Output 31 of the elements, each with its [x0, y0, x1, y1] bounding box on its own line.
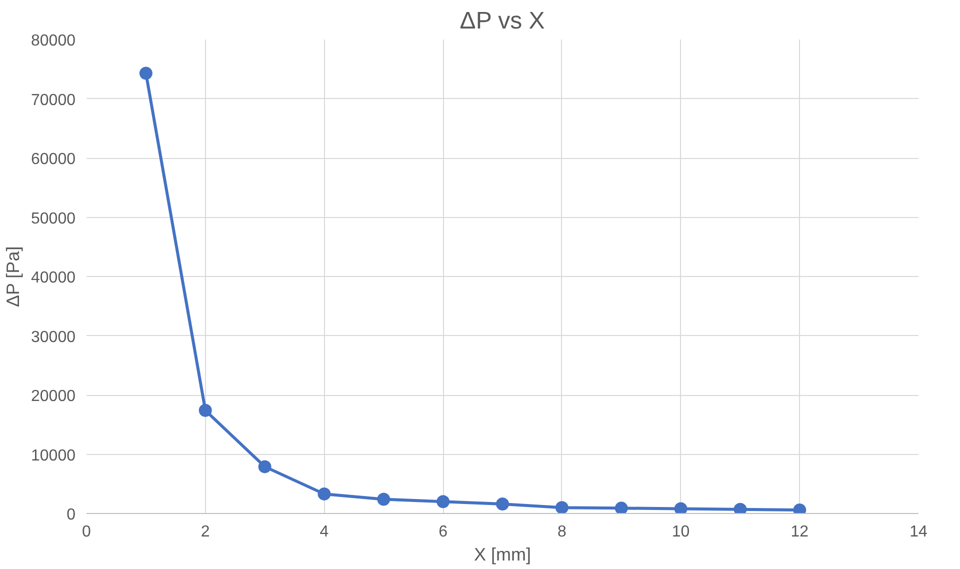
y-tick-label: 40000: [31, 270, 76, 286]
point: [139, 66, 152, 80]
point: [734, 502, 747, 514]
point: [258, 460, 272, 474]
point: [436, 495, 450, 508]
x-tick-label: 10: [672, 524, 690, 540]
x-tick-label: 6: [438, 524, 448, 540]
y-tick-label: 20000: [31, 388, 76, 405]
y-tick-label: 30000: [31, 328, 76, 346]
x-axis-title: X [mm]: [474, 544, 531, 564]
point: [674, 502, 688, 514]
point: [614, 502, 628, 514]
x-tick-label: 2: [200, 524, 210, 540]
y-tick-label: 80000: [31, 32, 76, 50]
point: [198, 404, 212, 417]
x-tick-label: 4: [320, 524, 329, 540]
y-tick-label: 50000: [31, 210, 76, 228]
point: [496, 498, 509, 511]
y-tick-label: 0: [66, 506, 76, 524]
x-tick-label: 12: [790, 524, 809, 540]
x-tick-label: 0: [82, 524, 92, 540]
point: [377, 492, 390, 506]
point: [318, 487, 331, 500]
y-tick-label: 60000: [31, 151, 76, 168]
y-axis-title: ΔP [Pa]: [3, 246, 24, 308]
y-tick-label: 70000: [31, 92, 76, 109]
point: [555, 501, 568, 514]
x-tick-label: 14: [910, 524, 928, 540]
y-tick-label: 10000: [31, 447, 76, 464]
chart-title: ΔP vs X: [460, 8, 545, 34]
x-tick-label: 8: [557, 524, 566, 540]
